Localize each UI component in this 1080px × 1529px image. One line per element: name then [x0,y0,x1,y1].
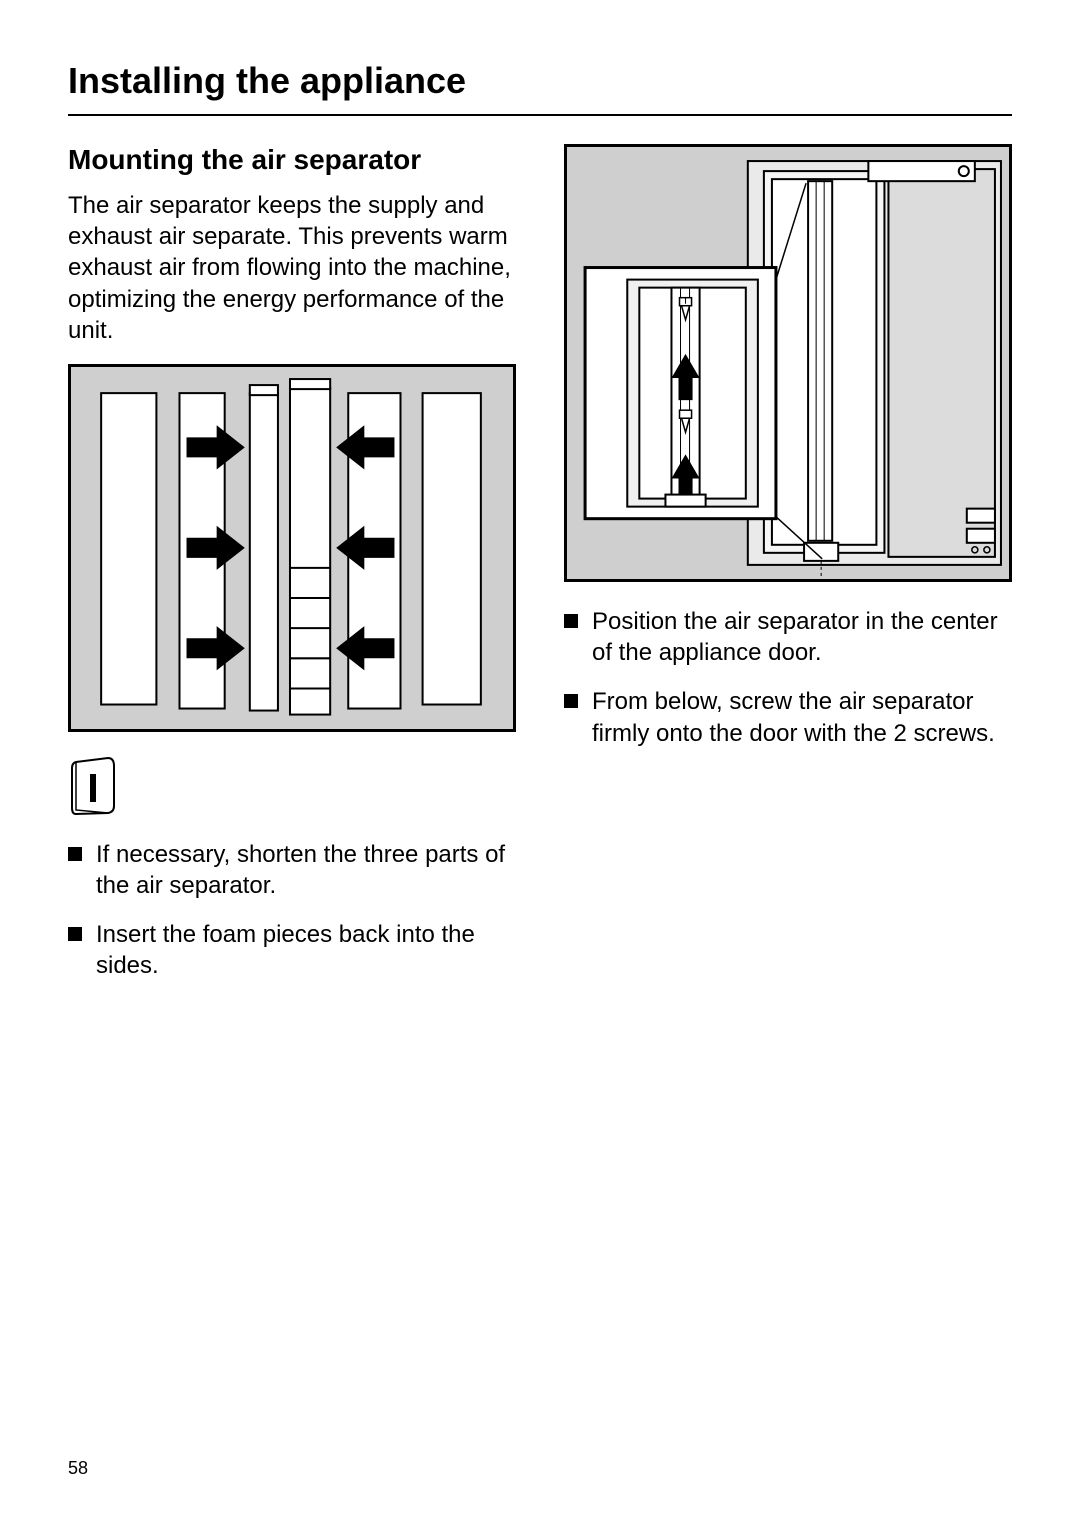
list-item: Insert the foam pieces back into the sid… [68,919,516,981]
figure-position-separator [564,144,1012,582]
page-title: Installing the appliance [68,60,1012,102]
list-item: From below, screw the air separator firm… [564,686,1012,748]
section-heading: Mounting the air separator [68,144,516,176]
list-item: Position the air separator in the center… [564,606,1012,668]
left-column: Mounting the air separator The air separ… [68,144,516,999]
figure-air-separator-shorten [68,364,516,732]
list-item: If necessary, shorten the three parts of… [68,839,516,901]
right-column: Position the air separator in the center… [564,144,1012,999]
right-bullets: Position the air separator in the center… [564,606,1012,749]
left-bullets: If necessary, shorten the three parts of… [68,839,516,982]
page-number: 58 [68,1458,88,1479]
content-columns: Mounting the air separator The air separ… [68,144,1012,999]
title-rule [68,114,1012,116]
intro-paragraph: The air separator keeps the supply and e… [68,190,516,346]
foam-piece-icon [68,756,118,816]
